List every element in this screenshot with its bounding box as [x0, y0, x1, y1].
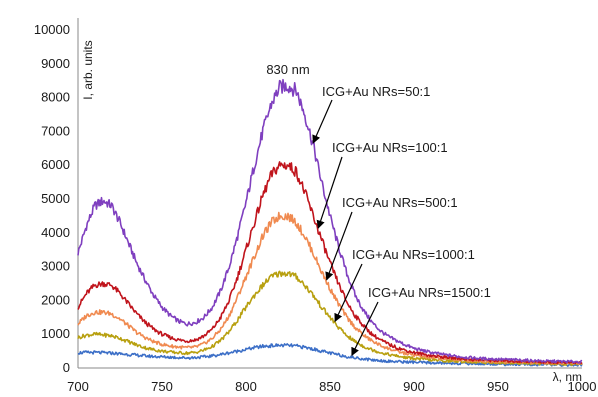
annotation-arrow	[312, 99, 333, 144]
y-axis-label: I, arb. units	[81, 40, 95, 99]
y-tick-label: 7000	[41, 123, 70, 138]
annotation-arrow	[334, 263, 363, 323]
x-tick-label: 950	[487, 379, 509, 394]
x-tick-label: 850	[319, 379, 341, 394]
series-line	[77, 211, 583, 366]
chart-axes: 0 1000 2000 3000 4000 5000 6000 7000 8000 9000 100…	[34, 18, 597, 394]
x-tick-label: 700	[67, 379, 89, 394]
series-line	[77, 270, 583, 367]
peak-wavelength-annotation: 830 nm	[266, 62, 309, 77]
y-tick-label: 5000	[41, 191, 70, 206]
series-line	[77, 161, 583, 365]
y-tick-label: 6000	[41, 157, 70, 172]
x-tick-label: 900	[403, 379, 425, 394]
y-tick-label: 1000	[41, 326, 70, 341]
series-label-annotation: ICG+Au NRs=1000:1	[352, 247, 475, 262]
y-tick-label: 0	[63, 360, 70, 375]
y-tick-label: 10000	[34, 22, 70, 37]
annotation-arrow	[351, 301, 379, 357]
y-tick-label: 8000	[41, 90, 70, 105]
x-tick-label: 750	[151, 379, 173, 394]
series-label-annotation: ICG+Au NRs=500:1	[342, 195, 458, 210]
series-line	[77, 78, 583, 364]
x-axis-label: λ, nm	[553, 370, 582, 384]
y-tick-label: 9000	[41, 56, 70, 71]
y-tick-label: 2000	[41, 292, 70, 307]
x-tick-label: 800	[235, 379, 257, 394]
x-tick-label: 1000	[568, 379, 597, 394]
y-tick-label: 4000	[41, 225, 70, 240]
y-tick-label: 3000	[41, 259, 70, 274]
series-label-annotation: ICG+Au NRs=50:1	[322, 84, 430, 99]
series-label-annotation: ICG+Au NRs=1500:1	[368, 285, 491, 300]
annotation-arrow	[316, 156, 343, 229]
annotation-arrow	[325, 211, 353, 281]
series-layer	[77, 78, 583, 367]
series-label-annotation: ICG+Au NRs=100:1	[332, 140, 448, 155]
annotation-layer: 830 nm ICG+Au NRs=50:1 ICG+Au NRs=100:1 ICG…	[266, 62, 491, 357]
